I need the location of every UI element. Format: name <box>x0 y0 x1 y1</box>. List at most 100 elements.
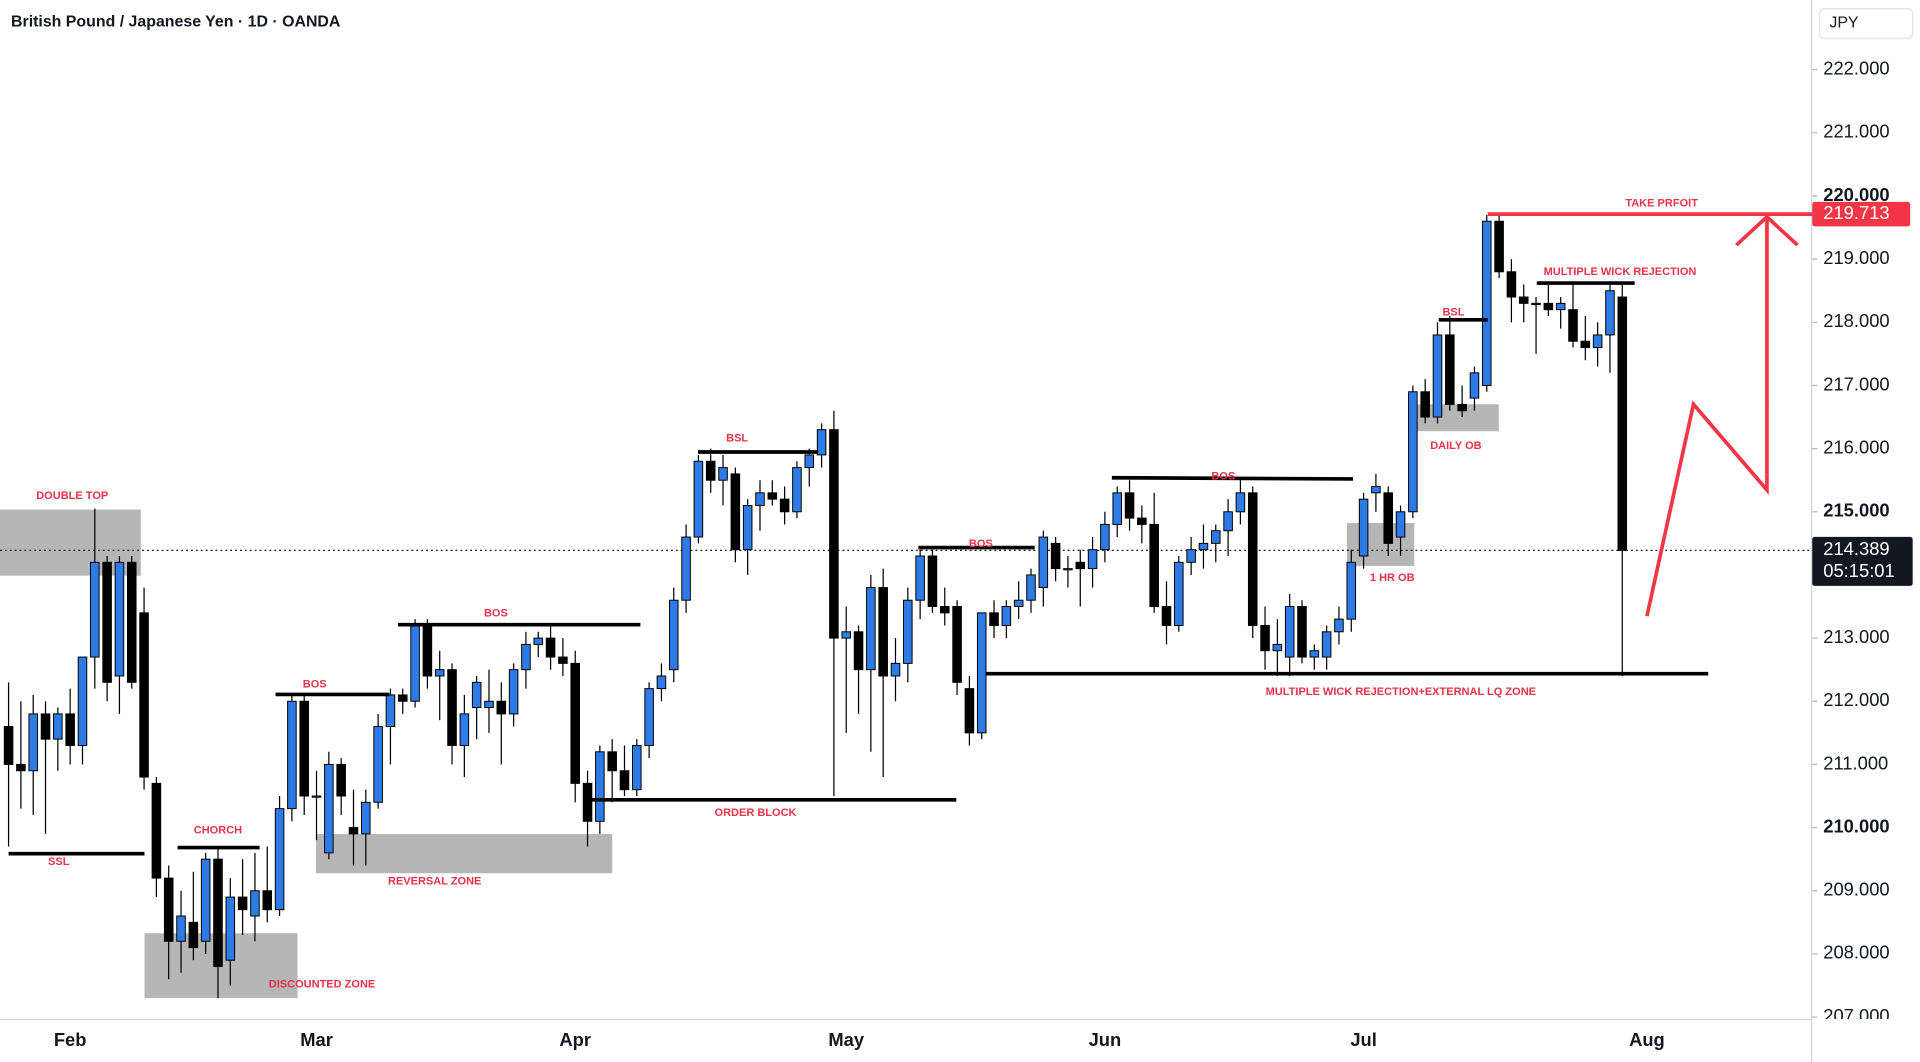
annotation-label: REVERSAL ZONE <box>388 876 481 888</box>
candle-body <box>114 561 125 677</box>
candle-body <box>952 606 962 683</box>
candle-body <box>1063 568 1073 571</box>
candle-body <box>16 763 26 772</box>
candle-body <box>361 801 371 835</box>
y-tick-label: 222.000 <box>1823 58 1889 79</box>
candle-body <box>668 599 679 671</box>
annotation-label: SSL <box>48 856 70 868</box>
candle-body <box>1469 372 1480 399</box>
candle-body <box>533 637 544 645</box>
take-profit-badge <box>1812 201 1911 227</box>
candle-body <box>1186 549 1196 563</box>
candle-body <box>779 498 790 513</box>
candle-body <box>521 643 531 671</box>
candle-body <box>188 921 199 949</box>
candle-body <box>1481 220 1492 386</box>
candle-body <box>1297 606 1307 658</box>
annotation-label: CHORCH <box>194 824 242 836</box>
candle-body <box>903 599 913 664</box>
x-tick-label: Mar <box>300 1029 333 1050</box>
x-tick-label: Feb <box>54 1029 87 1050</box>
candle-body <box>644 688 654 746</box>
candle-body <box>1334 618 1344 633</box>
candle-body <box>718 467 728 481</box>
candle-body <box>126 561 137 683</box>
annotation-label: TAKE PRFOIT <box>1625 197 1698 209</box>
annotation-label: MULTIPLE WICK REJECTION+EXTERNAL LQ ZONE <box>1266 686 1536 698</box>
candle-body <box>1321 631 1332 658</box>
candle-body <box>287 700 297 810</box>
candle-body <box>693 460 704 538</box>
candle-body <box>1137 517 1147 525</box>
y-tick-label: 209.000 <box>1823 879 1889 900</box>
y-tick-label: 220.000 <box>1823 184 1889 205</box>
x-tick-label: Aug <box>1629 1029 1665 1050</box>
candle-body <box>422 624 433 677</box>
candle-body <box>1555 302 1566 311</box>
candle-body <box>730 473 741 551</box>
take-profit-label: 219.713 <box>1823 202 1889 223</box>
y-tick-label: 208.000 <box>1823 942 1889 963</box>
candle-body <box>336 763 346 797</box>
candles <box>3 214 1628 999</box>
candle-body <box>447 669 457 746</box>
countdown-label: 05:15:01 <box>1823 560 1894 581</box>
y-tick-label: 215.000 <box>1823 500 1889 521</box>
candle-body <box>77 656 88 746</box>
candle-body <box>1568 309 1578 342</box>
x-tick-label: May <box>828 1029 865 1050</box>
candle-body <box>804 454 815 469</box>
candle-body <box>1149 523 1159 608</box>
chart-title: British Pound / Japanese Yen · 1D · OAND… <box>11 13 341 30</box>
candle-body <box>397 694 408 702</box>
candle-body <box>570 662 580 784</box>
candle-body <box>1174 561 1184 626</box>
candle-body <box>1309 650 1320 658</box>
candle-body <box>1432 334 1443 418</box>
candle-body <box>40 713 51 740</box>
annotation-label: 1 HR OB <box>1370 572 1415 584</box>
price-axis: 207.000 208.000 209.000 210.000 211.000 212.0… <box>1812 58 1890 1019</box>
projection-arrow <box>1645 218 1769 617</box>
zone <box>315 834 613 874</box>
candle-body <box>890 662 901 677</box>
x-tick-label: Jul <box>1350 1029 1377 1050</box>
candle-body <box>1223 511 1233 532</box>
arrow-head <box>1735 214 1799 247</box>
annotation-label: MULTIPLE WICK REJECTION <box>1544 266 1697 278</box>
last-price-badge <box>1812 536 1913 586</box>
candle-body <box>878 587 888 677</box>
candle-body <box>250 890 260 917</box>
candle-body <box>866 587 876 671</box>
y-tick-label: 218.000 <box>1823 310 1889 331</box>
candle-body <box>1457 403 1467 412</box>
candle-body <box>841 631 851 639</box>
candle-body <box>139 612 149 778</box>
annotation-label: BOS <box>303 679 327 691</box>
candle-body <box>939 606 950 614</box>
candle-body <box>1371 486 1381 494</box>
candle-body <box>1284 606 1295 658</box>
candle-body <box>176 915 186 942</box>
candle-body <box>1161 606 1172 626</box>
candle-body <box>1617 296 1628 551</box>
annotation-label: DAILY OB <box>1430 440 1481 452</box>
annotation-label: DOUBLE TOP <box>36 490 108 502</box>
candle-body <box>607 751 617 772</box>
time-axis: Feb Mar Apr May Jun Jul Aug <box>54 1029 1665 1050</box>
currency-box <box>1818 8 1914 39</box>
candle-body <box>767 492 778 500</box>
y-tick-label: 221.000 <box>1823 121 1889 142</box>
candle-body <box>1026 574 1036 601</box>
annotation-label: BOS <box>1211 470 1235 482</box>
candle-body <box>1518 296 1529 304</box>
candle-body <box>705 460 716 481</box>
candle-body <box>410 624 420 702</box>
currency-label: JPY <box>1829 15 1859 32</box>
candle-body <box>1395 511 1406 538</box>
candle-body <box>816 429 827 456</box>
y-tick-label: 211.000 <box>1823 752 1888 773</box>
